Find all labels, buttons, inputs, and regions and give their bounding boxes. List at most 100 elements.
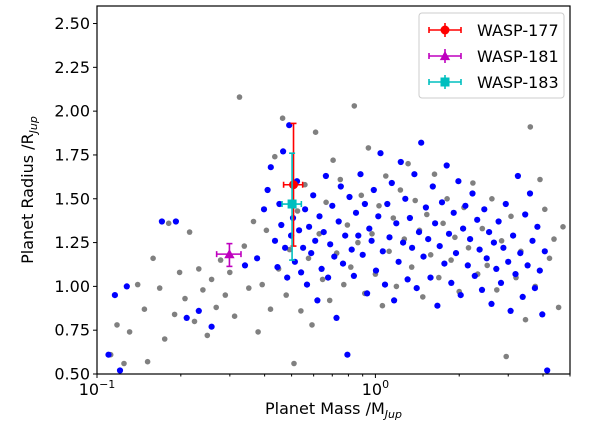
highlight-point (359, 251, 366, 258)
background-point (196, 266, 202, 272)
highlight-point (531, 285, 539, 292)
background-point (383, 173, 389, 179)
y-tick-label: 1.75 (54, 145, 90, 164)
highlight-point (298, 269, 305, 276)
background-point (150, 255, 156, 262)
highlight-point (375, 213, 382, 220)
highlight-point (355, 232, 362, 239)
wasp-183-legend-label: WASP-183 (477, 73, 559, 92)
highlight-point (267, 164, 274, 171)
highlight-point (471, 272, 478, 279)
highlight-point (337, 183, 344, 190)
background-point (309, 322, 315, 328)
highlight-point (342, 232, 349, 239)
background-point (227, 269, 233, 276)
highlight-point (481, 206, 488, 213)
highlight-point (325, 274, 332, 281)
background-point (312, 129, 319, 135)
highlight-point (320, 229, 327, 236)
highlight-point (522, 211, 529, 218)
highlight-point (500, 244, 507, 251)
background-point (427, 252, 434, 258)
highlight-point (274, 264, 281, 271)
highlight-point (434, 302, 441, 309)
y-tick-label: 0.50 (54, 365, 90, 384)
y-axis-ticks: 0.50 0.75 1.00 1.25 1.50 1.75 2.00 2.25 2.50 (54, 14, 97, 384)
highlight-point (422, 204, 429, 211)
background-point (369, 231, 375, 237)
wasp-177-legend-marker (440, 25, 450, 35)
background-point (283, 292, 290, 298)
highlight-point (541, 248, 548, 255)
background-point (555, 304, 562, 311)
highlight-point (529, 237, 536, 244)
background-point (156, 285, 163, 291)
highlight-point (183, 314, 190, 321)
background-point (298, 308, 304, 314)
highlight-point (507, 307, 514, 314)
wasp-183-point (287, 199, 297, 209)
highlight-point (366, 225, 373, 232)
highlight-point (344, 351, 351, 358)
highlight-point (539, 311, 546, 318)
highlight-point (497, 279, 505, 286)
background-point (465, 245, 472, 251)
highlight-point (474, 216, 481, 223)
highlight-point (457, 292, 464, 299)
background-point (484, 262, 491, 269)
highlight-point (495, 218, 502, 225)
highlight-point (432, 220, 439, 227)
background-point (161, 336, 168, 342)
background-point (420, 294, 426, 300)
highlight-point (372, 267, 380, 274)
background-point (294, 208, 301, 214)
highlight-point (123, 283, 130, 290)
highlight-point (348, 246, 355, 253)
background-point (165, 220, 172, 227)
y-tick-label: 2.25 (54, 58, 90, 77)
highlight-point (544, 367, 551, 374)
highlight-point (384, 200, 391, 208)
background-point (302, 181, 308, 188)
highlight-point (450, 209, 457, 216)
highlight-point (514, 172, 522, 180)
background-point (272, 153, 278, 160)
highlight-point (352, 209, 360, 216)
highlight-point (418, 139, 425, 146)
y-tick-label: 2.50 (54, 14, 90, 33)
background-point (330, 157, 336, 163)
highlight-point (296, 227, 303, 234)
highlight-point (502, 200, 509, 208)
background-point (527, 124, 534, 130)
highlight-point (469, 190, 476, 197)
highlight-point (476, 246, 483, 253)
highlight-point (377, 150, 384, 157)
highlight-point (411, 171, 418, 178)
legend-box (418, 12, 565, 99)
highlight-point (350, 272, 357, 279)
background-point (448, 257, 454, 263)
highlight-point (333, 314, 340, 321)
highlight-point (308, 250, 315, 257)
highlight-point (379, 248, 386, 255)
background-point (191, 318, 198, 325)
background-point (267, 306, 274, 313)
highlight-point (158, 218, 165, 225)
highlight-point (388, 179, 395, 187)
highlight-point (493, 265, 500, 272)
highlight-point (331, 253, 338, 260)
background-point (498, 238, 505, 244)
highlight-point (322, 172, 329, 180)
y-axis-label-main: Planet Radius /R (18, 133, 37, 263)
highlight-point (318, 265, 325, 272)
highlight-point (381, 281, 389, 288)
highlight-point (278, 221, 285, 229)
highlight-point (427, 274, 434, 281)
wasp-183-legend-marker (440, 77, 450, 87)
background-point (379, 302, 386, 309)
highlight-point (462, 202, 469, 209)
highlight-point (284, 274, 291, 281)
background-point (200, 287, 206, 293)
highlight-point (478, 286, 486, 293)
